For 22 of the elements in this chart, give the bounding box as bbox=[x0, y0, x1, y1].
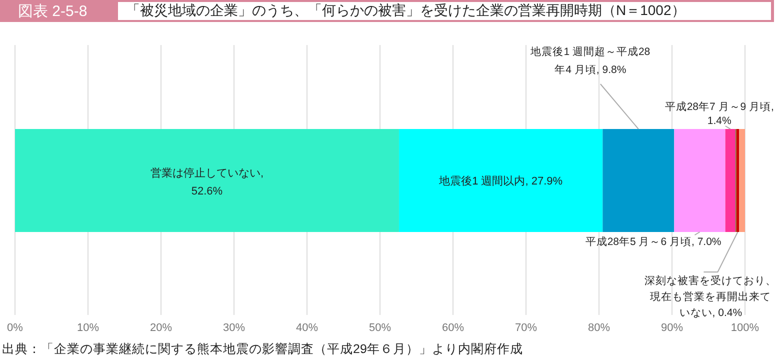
text: 地震後1 週間以内, 27.9% bbox=[439, 176, 563, 188]
x-tick-label: 40% bbox=[296, 322, 318, 334]
text: 深刻な被害を受けており、現在も営業を再開出来ていない, 0.4% bbox=[644, 275, 777, 319]
x-tick-label: 70% bbox=[514, 322, 538, 334]
x-tick-label: 80% bbox=[588, 322, 610, 334]
text: 平成28年7 月～9 月頃, bbox=[664, 100, 774, 113]
x-tick-label: 50% bbox=[368, 322, 392, 334]
chart-title: 「被災地域の企業」のうち、「何らかの被害」を受けた企業の営業再開時期（N＝1002） bbox=[118, 2, 771, 20]
source-note: 出典：「企業の事業継続に関する熊本地震の影響調査（平成29年６月）」より内閣府作成 bbox=[2, 341, 523, 358]
x-tick-label: 100% bbox=[730, 322, 760, 334]
text: 平成28年5 月～6 月頃, 7.0% bbox=[585, 236, 722, 248]
x-tick-label: 60% bbox=[442, 322, 464, 334]
data-label: 52.6% bbox=[191, 186, 223, 198]
series-label: 営業は停止していない, bbox=[150, 166, 264, 180]
x-tick-label: 0% bbox=[7, 322, 24, 334]
x-tick-label: 10% bbox=[76, 322, 100, 334]
x-tick-label: 20% bbox=[150, 322, 172, 334]
text: 図表 2-5-8 bbox=[17, 2, 88, 20]
data-label: 1.4% bbox=[707, 115, 732, 127]
x-tick-label: 30% bbox=[222, 322, 246, 334]
text: 地震後1 週間超～平成28年4 月頃, 9.8% bbox=[530, 46, 650, 76]
x-tick-label: 90% bbox=[660, 322, 684, 334]
